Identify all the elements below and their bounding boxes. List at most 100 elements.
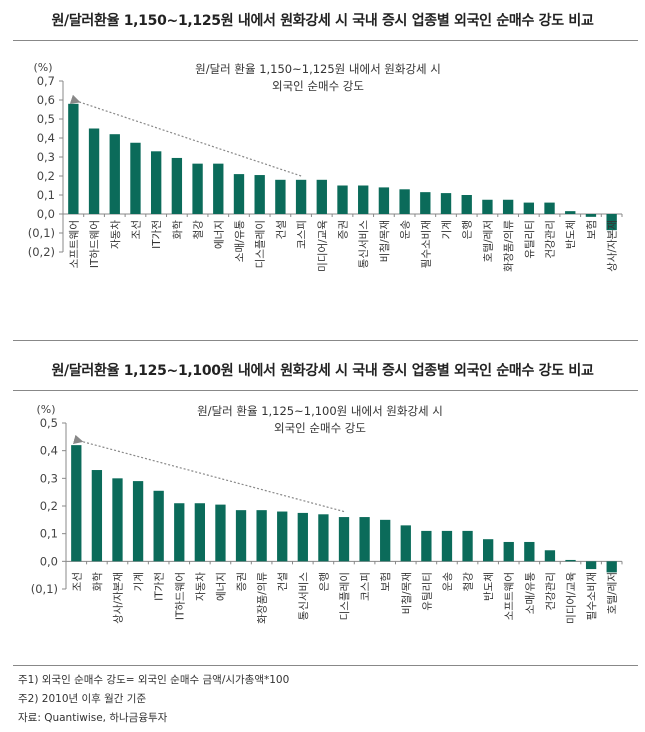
x-category-label: 소프트웨어 [504,572,516,620]
y-tick-label: 0,7 [37,74,55,88]
bar [421,530,432,562]
y-axis-unit-label: (%) [36,403,55,416]
x-category-label: IT하드웨어 [88,220,101,268]
bar [235,510,247,562]
x-category-label: 코스피 [296,220,308,249]
x-category-label: 소프트웨어 [68,220,80,268]
y-tick-label: (0,1) [28,226,55,240]
bar [132,481,144,562]
x-category-label: 소매/유통 [524,572,536,615]
x-category-label: 증권 [338,220,350,239]
y-tick-label: 0,2 [37,169,55,183]
bar [462,530,473,562]
trend-arrow [69,94,302,177]
bar [440,193,452,214]
source-note: 자료: Quantiwise, 하나금융투자 [18,712,168,724]
x-category-label: 보험 [380,572,392,591]
x-category-label: 건설 [277,572,289,591]
chart1-title: 원/달러환율 1,150~1,125원 내에서 원화강세 시 국내 증시 업종별… [51,13,594,29]
trend-arrow [72,434,345,513]
x-category-label: 유틸리티 [523,220,536,259]
x-category-label: 보험 [586,220,598,239]
bar [585,561,597,570]
y-tick-label: 0,0 [37,207,55,221]
x-category-label: 철강 [193,220,205,240]
bar [461,195,472,214]
x-category-label: 운송 [400,220,412,240]
x-category-label: 화학 [92,572,104,592]
x-category-label: 미디어/교육 [317,220,329,272]
x-category-label: 철강 [463,572,475,592]
chart2: (%) 0,5 0,4 0,3 0,2 0,1 0,0 (0,1) 조선 화학 상사/자본재 기계 IT… [0,395,645,665]
x-category-label: 상사/자본재 [607,220,619,272]
x-category-label: 반도체 [565,220,577,249]
chart-annotation: 외국인 순매수 강도 [274,421,366,435]
bar [544,202,555,214]
y-tick-label: 0,4 [37,131,55,145]
chart2-title-divider [13,390,638,391]
bar [606,561,617,573]
y-tick-label: 0,6 [37,93,55,107]
x-category-label: 조선 [71,572,83,591]
footnote-2: 주2) 2010년 이후 월간 기준 [18,693,147,705]
bar [194,503,205,562]
bar [192,163,203,214]
bar [256,510,267,562]
chart2-title: 원/달러환율 1,125~1,100원 내에서 원화강세 시 국내 증시 업종별… [51,363,594,379]
bar [215,504,226,562]
footnote-1: 주1) 외국인 순매수 강도= 외국인 순매수 금액/시가총액*100 [18,674,290,686]
bar [502,199,514,214]
x-category-label: 기계 [441,220,453,239]
y-tick-label: (0,2) [28,245,55,259]
x-category-label: 소매/유통 [234,220,246,263]
x-category-label: 자동차 [195,572,207,601]
bar [275,179,286,214]
chart1: (%) 0,7 0,6 0,5 0,4 0,3 0,2 0,1 0,0 (0,1) (0,2) 소프트… [0,50,645,340]
y-tick-label: 0,5 [40,416,58,430]
bar [213,163,224,214]
x-category-label: 화장품/의류 [503,220,515,272]
bar [503,541,514,562]
bar [297,512,308,562]
x-category-label: 건강관리 [545,572,557,611]
y-tick-label: 0,5 [37,112,55,126]
chart2-plot: (%)0,5 0,4 0,3 0,2 0,1 0,0 (0,1) 조선 화학 상사/자본재 기계 IT… [31,403,623,624]
x-category-label: 반도체 [483,572,495,601]
chart-annotation: 외국인 순매수 강도 [272,79,364,93]
bar [68,103,79,214]
y-axis-unit-label: (%) [33,61,52,74]
x-category-label: 비철/목재 [379,220,391,262]
bar [153,490,164,562]
bar [358,185,369,214]
chart1-bottom-divider [13,340,638,341]
x-category-label: 호텔/레저 [482,220,494,262]
x-category-label: 통신서비스 [298,572,310,621]
bar [359,517,370,562]
x-category-label: 건강관리 [545,220,557,259]
chart1-plot: (%)0,7 0,6 0,5 0,4 0,3 0,2 0,1 0,0 (0,1) (0,2) 소프트… [28,61,623,272]
bar [109,134,120,214]
bar [171,157,183,214]
x-category-label: IT가전 [151,220,163,249]
bar [399,189,410,214]
bar [441,530,453,562]
chart2-bottom-divider [13,665,638,666]
bar [91,470,103,562]
bar [318,514,329,562]
bar [112,478,123,562]
bar [524,541,535,562]
bar [482,199,493,214]
bar [316,179,327,214]
y-tick-label: 0,3 [37,150,55,164]
bar [130,142,141,214]
x-category-label: 기계 [133,572,145,591]
x-category-label: 건설 [275,220,287,239]
x-category-label: 필수소비재 [420,220,432,268]
y-tick-label: 0,1 [40,527,58,541]
y-tick-label: 0,4 [40,444,58,458]
x-category-label: 디스플레이 [255,220,267,268]
x-category-label: 에너지 [215,572,227,601]
bar [277,511,288,562]
bar [174,503,185,562]
x-category-label: 유틸리티 [420,572,433,611]
